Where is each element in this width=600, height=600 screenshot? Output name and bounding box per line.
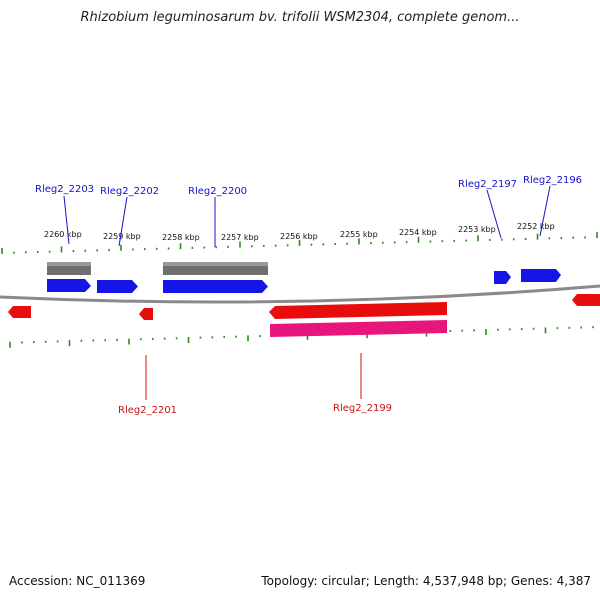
reverse-gene-arrow[interactable] [139, 308, 153, 320]
gray-feature[interactable] [163, 262, 268, 266]
callout-line [63, 195, 70, 245]
callout-line [118, 196, 128, 247]
forward-gene-arrow[interactable] [47, 279, 91, 292]
ruler-ticks-top [1, 232, 598, 254]
callout-line [539, 185, 551, 237]
reverse-gene-arrow[interactable] [572, 294, 600, 306]
genome-backbone [0, 284, 600, 304]
accession-text: Accession: NC_011369 [9, 574, 146, 588]
callout-line [486, 189, 502, 239]
gene-label-rleg2-2196[interactable]: Rleg2_2196 [523, 175, 582, 186]
ruler-labels: 2260 kbp 2259 kbp 2258 kbp 2257 kbp 2256 kbp… [44, 222, 555, 242]
gray-feature[interactable] [47, 262, 91, 266]
forward-gene-arrow[interactable] [97, 280, 138, 293]
genome-title: Rhizobium leguminosarum bv. trifolii WSM… [80, 10, 520, 25]
gene-label-rleg2-2201[interactable]: Rleg2_2201 [118, 405, 177, 416]
reverse-rna-feature[interactable] [270, 320, 447, 337]
ruler-label: 2254 kbp [399, 228, 437, 237]
ruler-label: 2258 kbp [162, 233, 200, 242]
ruler-label: 2257 kbp [221, 233, 259, 242]
forward-gene-arrow[interactable] [521, 269, 561, 282]
ruler-label: 2255 kbp [340, 230, 378, 239]
ruler-label: 2256 kbp [280, 232, 318, 241]
gene-labels: Rleg2_2203 Rleg2_2202 Rleg2_2200 Rleg2_2… [35, 175, 582, 416]
gene-label-rleg2-2202[interactable]: Rleg2_2202 [100, 186, 159, 197]
ruler-label: 2252 kbp [517, 222, 555, 231]
forward-gene-arrow[interactable] [163, 280, 268, 293]
gene-label-rleg2-2197[interactable]: Rleg2_2197 [458, 179, 517, 190]
ruler-label: 2253 kbp [458, 225, 496, 234]
gene-label-rleg2-2200[interactable]: Rleg2_2200 [188, 186, 247, 197]
gene-label-rleg2-2199[interactable]: Rleg2_2199 [333, 403, 392, 414]
genome-summary-text: Topology: circular; Length: 4,537,948 bp… [261, 574, 591, 588]
reverse-gene-arrow[interactable] [8, 306, 31, 318]
ruler-label: 2259 kbp [103, 232, 141, 241]
ruler-label: 2260 kbp [44, 230, 82, 239]
forward-gene-arrow[interactable] [494, 271, 511, 284]
reverse-gene-arrow[interactable] [269, 302, 447, 319]
gene-label-rleg2-2203[interactable]: Rleg2_2203 [35, 184, 94, 195]
feature-track [0, 262, 600, 337]
